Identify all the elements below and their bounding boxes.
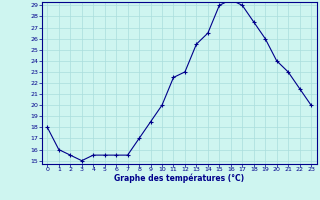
X-axis label: Graphe des températures (°C): Graphe des températures (°C) [114,174,244,183]
